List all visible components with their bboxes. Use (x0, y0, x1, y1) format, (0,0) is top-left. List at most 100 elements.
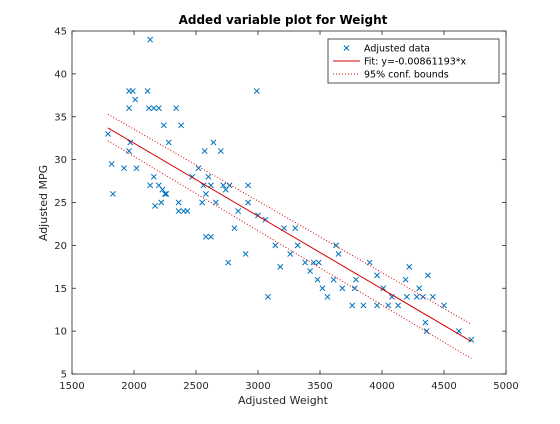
data-point (277, 263, 284, 270)
data-point (147, 36, 154, 43)
data-point (419, 293, 426, 300)
data-point (429, 293, 436, 300)
x-tick-label: 3500 (307, 381, 332, 392)
data-point (333, 242, 340, 249)
data-point (195, 165, 202, 172)
data-point (422, 319, 429, 326)
data-point (165, 139, 172, 146)
data-point (202, 233, 209, 240)
y-tick-label: 20 (54, 241, 67, 252)
data-point (287, 250, 294, 257)
data-point (175, 208, 182, 215)
data-point (184, 208, 191, 215)
data-point (374, 302, 380, 309)
data-point (147, 182, 154, 189)
x-tick-label: 2000 (121, 381, 146, 392)
y-tick-label: 45 (54, 27, 67, 38)
data-point (199, 199, 206, 206)
data-point (339, 285, 346, 292)
data-point (416, 285, 423, 292)
data-point (441, 302, 447, 309)
data-point (468, 336, 475, 343)
data-point (109, 190, 116, 197)
x-axis-label: Adjusted Weight (238, 394, 329, 407)
plot-area (105, 36, 475, 359)
data-point (207, 233, 214, 240)
data-point (225, 259, 232, 266)
data-point (129, 88, 136, 94)
data-point (173, 105, 180, 112)
x-tick-label: 1500 (59, 381, 84, 392)
data-point (220, 182, 227, 189)
x-tick-label: 3000 (245, 381, 270, 392)
data-point (175, 199, 182, 206)
x-tick-label: 4500 (431, 381, 456, 392)
data-point (235, 208, 242, 215)
data-point (330, 276, 337, 283)
fit-line (107, 127, 472, 342)
y-axis-label: Adjusted MPG (37, 165, 50, 241)
data-point (210, 139, 217, 146)
data-point (302, 259, 309, 266)
data-point (292, 225, 299, 232)
data-point (413, 293, 420, 300)
data-point (144, 88, 151, 94)
data-point (253, 88, 260, 94)
y-tick-label: 35 (54, 112, 67, 123)
confidence-bound-line (107, 113, 472, 325)
data-point (349, 302, 356, 309)
x-tick-label: 4000 (369, 381, 394, 392)
y-tick-label: 30 (54, 155, 67, 166)
data-point (374, 272, 380, 279)
data-point (178, 122, 185, 129)
chart-title: Added variable plot for Weight (179, 13, 388, 27)
data-point (315, 259, 322, 266)
data-point (127, 139, 134, 146)
data-point (245, 182, 252, 189)
legend: Adjusted data Fit: y=-0.00861193*x 95% con… (327, 38, 500, 84)
data-point (245, 199, 252, 206)
data-point (200, 182, 207, 189)
data-point (402, 276, 409, 283)
data-point (205, 173, 212, 180)
data-point (150, 173, 157, 180)
legend-label: 95% conf. bounds (364, 70, 449, 81)
data-point (264, 293, 271, 300)
data-point (423, 328, 430, 335)
data-point (319, 285, 326, 292)
data-point (360, 302, 367, 309)
data-point (150, 105, 157, 112)
data-point (388, 293, 395, 300)
data-point (126, 105, 132, 112)
data-point (160, 122, 167, 129)
data-point (395, 302, 402, 309)
data-point (217, 148, 224, 155)
data-point (145, 105, 152, 112)
data-point (201, 148, 208, 155)
x-tick-label: 2500 (183, 381, 208, 392)
data-point (353, 276, 359, 283)
data-point (272, 242, 279, 249)
data-point (152, 202, 159, 209)
data-point (242, 250, 249, 257)
legend-marker-data (343, 45, 350, 51)
y-tick-label: 40 (54, 69, 67, 80)
data-point (155, 105, 162, 112)
data-point (121, 165, 128, 172)
y-tick-label: 5 (61, 370, 67, 381)
data-point (335, 250, 342, 257)
axes: 1500 2000 2500 3000 3500 4000 4500 5000 5 10 15 20 2… (54, 27, 518, 393)
data-point (163, 190, 170, 197)
legend-label: Fit: y=-0.00861193*x (364, 57, 467, 68)
data-point (105, 130, 111, 137)
data-point (424, 272, 431, 279)
data-point (307, 268, 314, 275)
data-point (132, 96, 139, 103)
data-point (380, 285, 387, 292)
data-point (351, 285, 358, 292)
data-point (126, 148, 132, 155)
y-tick-label: 25 (54, 198, 67, 209)
y-tick-label: 15 (54, 284, 67, 295)
